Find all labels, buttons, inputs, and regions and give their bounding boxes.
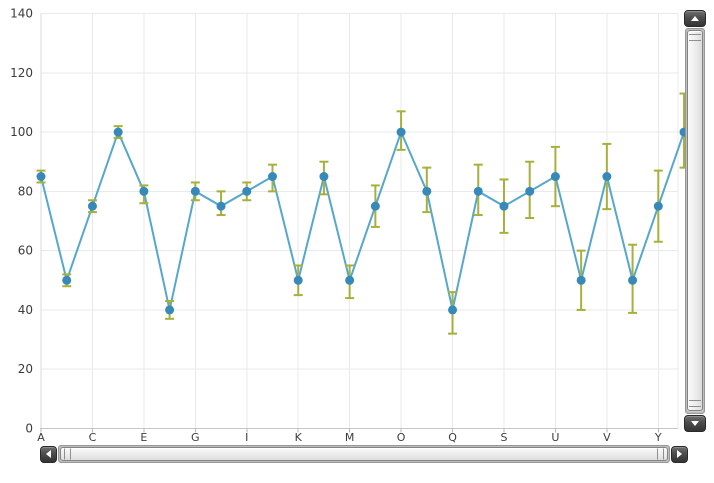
y-axis-label: 0 — [25, 422, 33, 436]
y-axis-label: 100 — [10, 125, 33, 139]
data-point-marker[interactable] — [602, 172, 612, 182]
scroll-right-button[interactable] — [671, 445, 688, 463]
x-axis-label: O — [397, 431, 406, 444]
data-point-marker[interactable] — [396, 127, 406, 137]
scroll-down-button[interactable] — [684, 415, 706, 432]
x-axis-label: E — [140, 431, 147, 444]
x-axis-label: I — [245, 431, 248, 444]
data-point-marker[interactable] — [36, 172, 46, 182]
data-point-marker[interactable] — [653, 201, 663, 211]
data-point-marker[interactable] — [242, 186, 252, 196]
data-point-marker[interactable] — [499, 201, 509, 211]
scroll-left-button[interactable] — [40, 445, 57, 463]
data-point-marker[interactable] — [550, 172, 560, 182]
data-point-marker[interactable] — [473, 186, 483, 196]
horizontal-scrollbar[interactable] — [40, 444, 688, 464]
x-axis-label: U — [551, 431, 559, 444]
x-axis-label: K — [295, 431, 303, 444]
x-axis-label: M — [345, 431, 355, 444]
thumb-grip-icon — [64, 448, 71, 460]
data-point-marker[interactable] — [190, 186, 200, 196]
left-arrow-icon — [46, 450, 51, 458]
data-point-marker[interactable] — [525, 186, 535, 196]
thumb-grip-icon — [689, 400, 701, 407]
data-point-marker[interactable] — [87, 201, 97, 211]
series-line — [40, 129, 685, 311]
y-axis-label: 20 — [18, 362, 33, 376]
y-axis-label: 120 — [10, 66, 33, 80]
data-point-marker[interactable] — [62, 275, 72, 285]
data-point-marker[interactable] — [139, 186, 149, 196]
down-arrow-icon — [691, 421, 699, 426]
data-point-marker[interactable] — [628, 275, 638, 285]
up-arrow-icon — [691, 16, 699, 21]
data-point-marker[interactable] — [370, 201, 380, 211]
y-axis-label: 60 — [18, 244, 33, 258]
data-point-marker[interactable] — [576, 275, 586, 285]
vertical-scrollbar-track[interactable] — [685, 28, 705, 414]
thumb-grip-icon — [689, 34, 701, 41]
y-axis-label: 80 — [18, 184, 33, 198]
horizontal-scrollbar-track[interactable] — [58, 445, 670, 463]
data-point-marker[interactable] — [448, 305, 458, 315]
scroll-up-button[interactable] — [684, 10, 706, 27]
y-axis-label: 140 — [10, 7, 33, 21]
x-axis-label: Y — [654, 431, 662, 444]
data-point-marker[interactable] — [113, 127, 123, 137]
data-point-marker[interactable] — [293, 275, 303, 285]
data-point-marker[interactable] — [165, 305, 175, 315]
data-point-marker[interactable] — [345, 275, 355, 285]
x-axis-label: V — [603, 431, 611, 444]
x-axis-label: C — [89, 431, 97, 444]
x-axis-label: A — [37, 431, 45, 444]
data-point-marker[interactable] — [319, 172, 329, 182]
horizontal-scrollbar-thumb[interactable] — [60, 447, 668, 461]
vertical-scrollbar-thumb[interactable] — [687, 30, 703, 411]
data-point-marker[interactable] — [422, 186, 432, 196]
x-axis-label: G — [191, 431, 200, 444]
y-axis-label: 40 — [18, 303, 33, 317]
data-point-marker[interactable] — [216, 201, 226, 211]
x-axis-label: Q — [448, 431, 457, 444]
x-axis-label: S — [500, 431, 507, 444]
data-point-marker[interactable] — [267, 172, 277, 182]
vertical-scrollbar[interactable] — [684, 10, 706, 432]
thumb-grip-icon — [657, 448, 664, 460]
right-arrow-icon — [677, 450, 682, 458]
